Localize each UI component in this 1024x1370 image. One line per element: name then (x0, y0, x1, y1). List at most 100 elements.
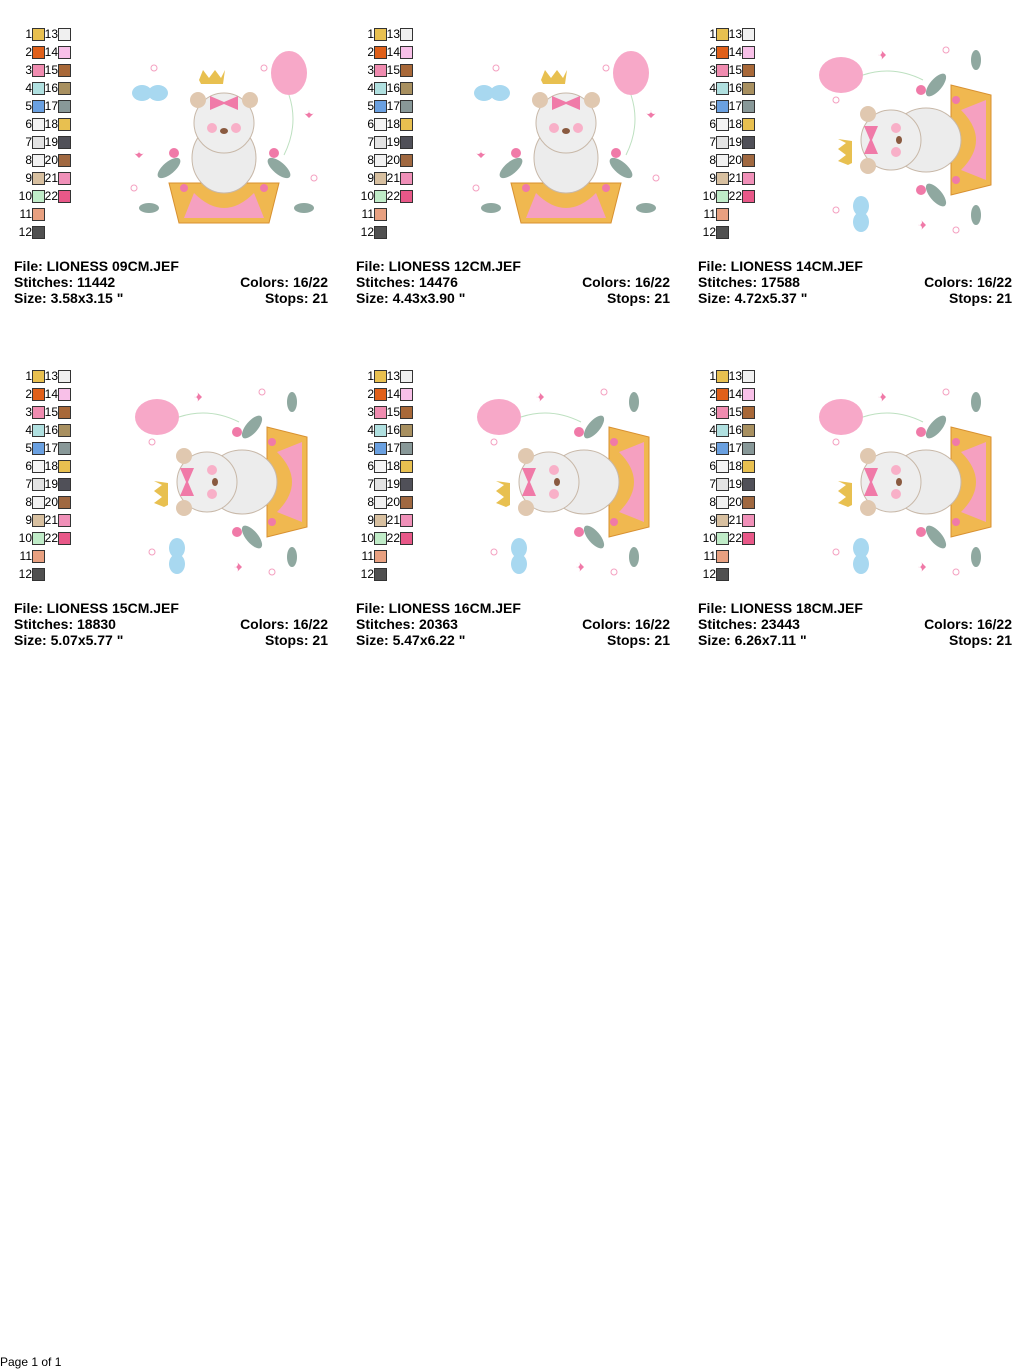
thread-number: 20 (728, 153, 742, 167)
thread-swatch (58, 64, 71, 77)
thread-number: 15 (44, 63, 58, 77)
thread-number: 21 (728, 513, 742, 527)
thread-swatch (374, 154, 387, 167)
thread-swatch (374, 442, 387, 455)
thread-swatch (374, 370, 387, 383)
thread-number: 2 (709, 45, 716, 59)
butterfly (511, 538, 527, 574)
thread-number: 20 (44, 153, 58, 167)
thread-swatch (400, 388, 413, 401)
balloon (135, 399, 240, 435)
thread-swatch (58, 532, 71, 545)
thread-swatch (58, 118, 71, 131)
thread-number: 8 (367, 153, 374, 167)
thread-color-legend: 1 2 3 4 5 6 7 8 9 10 11 12 13 14 15 16 17 18 19 20 21 22 (356, 369, 426, 600)
thread-number: 11 (703, 549, 716, 563)
thread-swatch (742, 370, 755, 383)
thread-swatch (374, 496, 387, 509)
thread-number: 5 (709, 99, 716, 113)
thread-number: 11 (703, 207, 716, 221)
stitch-count: Stitches: 17588 (698, 274, 800, 290)
thread-number: 17 (386, 441, 400, 455)
thread-color-legend: 1 2 3 4 5 6 7 8 9 10 11 12 13 14 15 16 17 18 19 20 21 22 (14, 369, 84, 600)
thread-number: 4 (25, 81, 32, 95)
thread-swatch (400, 64, 413, 77)
thread-swatch (742, 388, 755, 401)
thread-number: 10 (18, 531, 32, 545)
file-name: File: LIONESS 14CM.JEF (698, 258, 863, 274)
embroidery-preview (135, 388, 308, 576)
thread-swatch (716, 136, 729, 149)
stop-count: Stops: 21 (606, 290, 670, 306)
embroidery-preview (819, 388, 992, 576)
thread-swatch (742, 514, 755, 527)
thread-swatch (716, 532, 729, 545)
thread-swatch (716, 154, 729, 167)
thread-swatch (400, 172, 413, 185)
thread-number: 6 (25, 117, 32, 131)
thread-number: 14 (728, 45, 742, 59)
thread-number: 4 (709, 81, 716, 95)
thread-number: 6 (367, 459, 374, 473)
thread-swatch (374, 226, 387, 239)
thread-swatch (32, 496, 45, 509)
thread-number: 18 (44, 117, 58, 131)
thread-number: 19 (386, 477, 400, 491)
blanket (961, 100, 986, 180)
thread-number: 13 (386, 369, 400, 383)
thread-number: 1 (709, 27, 716, 41)
thread-number: 9 (367, 513, 374, 527)
thread-number: 7 (367, 477, 374, 491)
thread-number: 3 (25, 63, 32, 77)
butterfly (474, 85, 510, 101)
thread-swatch (716, 550, 729, 563)
thread-swatch (32, 226, 45, 239)
thread-swatch (742, 46, 755, 59)
thread-number: 19 (728, 135, 742, 149)
thread-number: 16 (44, 81, 58, 95)
thread-number: 19 (44, 477, 58, 491)
thread-swatch (58, 496, 71, 509)
thread-swatch (400, 46, 413, 59)
thread-swatch (716, 406, 729, 419)
stitch-count: Stitches: 14476 (356, 274, 458, 290)
thread-swatch (742, 172, 755, 185)
thread-number: 17 (44, 441, 58, 455)
thread-number: 13 (728, 27, 742, 41)
thread-swatch (716, 118, 729, 131)
thread-number: 8 (25, 153, 32, 167)
thread-number: 3 (367, 405, 374, 419)
thread-swatch (400, 478, 413, 491)
thread-number: 16 (728, 81, 742, 95)
thread-swatch (716, 172, 729, 185)
lion-head (535, 92, 597, 154)
thread-number: 13 (386, 27, 400, 41)
thread-swatch (32, 568, 45, 581)
thread-number: 14 (44, 387, 58, 401)
thread-number: 5 (367, 441, 374, 455)
thread-number: 1 (367, 369, 374, 383)
thread-swatch (716, 208, 729, 221)
design-card: 1 2 3 4 5 6 7 8 9 10 11 12 13 14 15 16 17 18 19 20 21 22 File… (356, 27, 686, 328)
thread-number: 9 (709, 513, 716, 527)
thread-swatch (742, 82, 755, 95)
crown (496, 481, 510, 507)
thread-swatch (32, 208, 45, 221)
lion-head (518, 451, 580, 513)
thread-swatch (716, 442, 729, 455)
thread-number: 21 (386, 171, 400, 185)
thread-swatch (716, 46, 729, 59)
thread-swatch (32, 514, 45, 527)
embroidery-preview (130, 51, 318, 224)
thread-swatch (742, 532, 755, 545)
thread-number: 10 (702, 531, 716, 545)
thread-swatch (58, 370, 71, 383)
file-name: File: LIONESS 12CM.JEF (356, 258, 521, 274)
lion-head (860, 109, 922, 171)
thread-number: 5 (25, 99, 32, 113)
thread-number: 8 (709, 153, 716, 167)
thread-color-legend: 1 2 3 4 5 6 7 8 9 10 11 12 13 14 15 16 17 18 19 20 21 22 (698, 369, 768, 600)
thread-swatch (400, 532, 413, 545)
thread-number: 15 (386, 63, 400, 77)
thread-swatch (374, 478, 387, 491)
